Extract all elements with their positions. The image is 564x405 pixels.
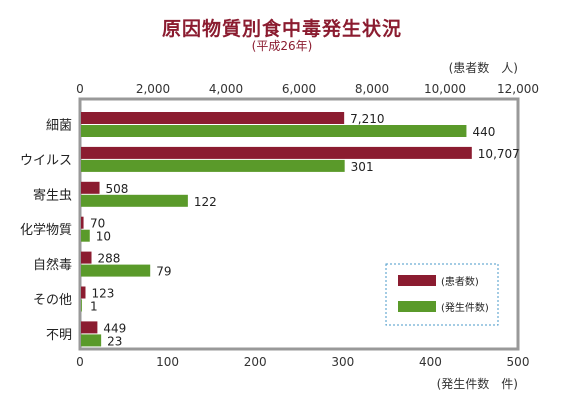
top-tick-label: 12,000	[497, 82, 539, 96]
category-label: 不明	[46, 328, 72, 343]
bar-incidents	[81, 159, 345, 172]
bottom-tick-label: 300	[331, 355, 354, 369]
bottom-tick-label: 100	[156, 355, 179, 369]
data-label-incidents: 79	[156, 265, 171, 279]
bar-incidents	[81, 229, 90, 242]
legend-label-patients: (患者数)	[441, 275, 479, 288]
top-axis-ticks: 0 2,000 4,000 6,000 8,000 10,000 12,000	[76, 82, 539, 96]
legend-label-incidents: (発生件数)	[441, 301, 489, 314]
chart-title: 原因物質別食中毒発生状況	[161, 18, 402, 40]
bar-patients	[81, 112, 345, 124]
bar-incidents	[81, 334, 102, 347]
top-tick-label: 10,000	[424, 82, 466, 96]
top-axis-label: (患者数 人)	[449, 60, 518, 75]
data-label-incidents: 440	[472, 125, 495, 139]
bottom-tick-label: 200	[244, 355, 267, 369]
category-label: その他	[33, 293, 72, 308]
bottom-axis-label: (発生件数 件)	[437, 376, 518, 391]
data-label-incidents: 1	[90, 300, 98, 314]
bottom-tick-label: 400	[419, 355, 442, 369]
bars	[81, 112, 472, 347]
bottom-tick-label: 0	[76, 355, 84, 369]
top-tick-label: 8,000	[355, 82, 389, 96]
bar-patients	[81, 181, 100, 194]
category-label: 自然毒	[33, 257, 72, 273]
data-label-patients: 123	[91, 287, 114, 301]
bar-incidents	[81, 125, 467, 137]
bar-incidents	[81, 299, 82, 312]
top-tick-label: 2,000	[136, 82, 170, 96]
bar-patients	[81, 216, 84, 229]
legend-swatch-patients	[398, 275, 436, 286]
bottom-tick-label: 500	[507, 355, 530, 369]
data-label-incidents: 301	[351, 160, 374, 174]
data-label-incidents: 10	[96, 230, 111, 244]
bar-incidents	[81, 194, 188, 207]
category-label: 寄生虫	[33, 187, 72, 203]
legend-box	[385, 263, 499, 326]
bar-patients	[81, 286, 86, 299]
top-tick-label: 4,000	[209, 82, 243, 96]
category-label: ウイルス	[20, 153, 72, 168]
data-label-patients: 10,707	[478, 147, 520, 161]
category-label: 化学物質	[20, 222, 72, 238]
category-label: 細菌	[46, 119, 72, 134]
plot-frame	[78, 97, 520, 351]
data-label-incidents: 122	[194, 195, 217, 209]
chart-subtitle: (平成26年)	[251, 39, 313, 53]
data-label-patients: 449	[103, 321, 126, 335]
data-label-patients: 508	[106, 182, 129, 196]
legend: (患者数) (発生件数)	[385, 263, 499, 326]
bar-patients	[81, 251, 92, 264]
data-label-patients: 288	[98, 252, 121, 266]
data-labels: 7,21010,70750870288123449440301122107912…	[90, 112, 520, 348]
top-tick-label: 0	[76, 82, 84, 96]
bottom-axis-ticks: 0 100 200 300 400 500	[76, 355, 529, 369]
data-label-patients: 7,210	[350, 112, 384, 126]
bar-patients	[81, 146, 472, 159]
legend-swatch-incidents	[398, 301, 436, 312]
data-label-incidents: 23	[107, 334, 122, 348]
data-label-patients: 70	[90, 217, 105, 231]
bar-patients	[81, 321, 98, 334]
top-tick-label: 6,000	[282, 82, 316, 96]
bar-incidents	[81, 264, 151, 277]
